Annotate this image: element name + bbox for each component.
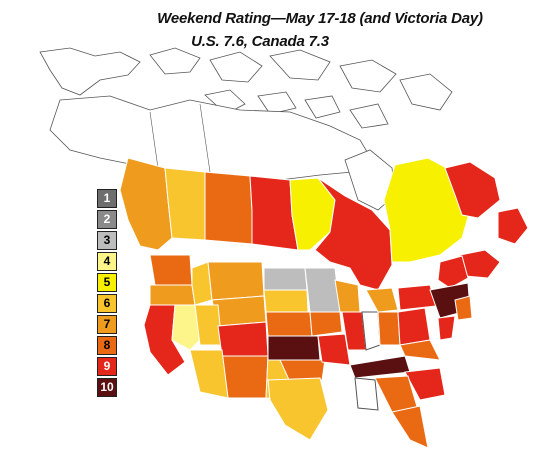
ratings-legend: 1 2 3 4 5 6 7 8 9 10 (97, 189, 119, 399)
legend-swatch-9: 9 (97, 357, 117, 376)
legend-swatch-4: 4 (97, 252, 117, 271)
us-states (143, 254, 473, 449)
legend-swatch-10: 10 (97, 378, 117, 397)
legend-label-2: 2 (103, 212, 111, 226)
legend-label-1: 1 (103, 191, 111, 205)
legend-swatch-7: 7 (97, 315, 117, 334)
legend-swatch-6: 6 (97, 294, 117, 313)
legend-label-9: 9 (103, 359, 111, 373)
legend-swatch-2: 2 (97, 210, 117, 229)
legend-label-4: 4 (103, 254, 111, 268)
legend-swatch-3: 3 (97, 231, 117, 250)
legend-label-3: 3 (103, 233, 111, 247)
legend-label-5: 5 (103, 275, 111, 289)
legend-swatch-8: 8 (97, 336, 117, 355)
legend-label-10: 10 (100, 380, 114, 394)
map-title: Weekend Rating—May 17-18 (and Victoria D… (157, 10, 483, 27)
legend-label-8: 8 (103, 338, 111, 352)
map-subtitle: U.S. 7.6, Canada 7.3 (191, 33, 329, 50)
legend-label-6: 6 (103, 296, 111, 310)
legend-swatch-1: 1 (97, 189, 117, 208)
legend-label-7: 7 (103, 317, 111, 331)
canada-provinces (119, 157, 529, 291)
arctic-islands (39, 47, 453, 129)
legend-swatch-5: 5 (97, 273, 117, 292)
